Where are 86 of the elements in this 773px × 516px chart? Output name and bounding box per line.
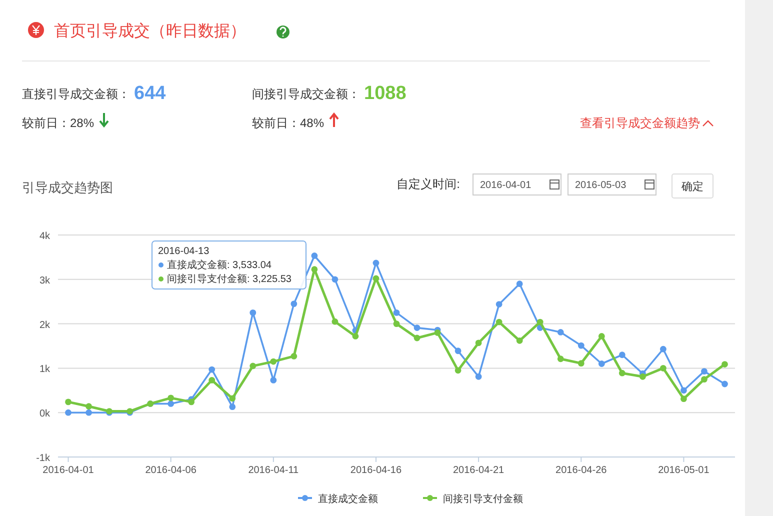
point bbox=[598, 360, 605, 367]
text: 较前日：48% bbox=[252, 116, 324, 130]
text: 查看引导成交金额趋势 bbox=[580, 116, 700, 130]
point bbox=[475, 373, 482, 380]
text: 2016-05-03 bbox=[575, 180, 627, 191]
point bbox=[311, 252, 318, 259]
point bbox=[332, 276, 338, 283]
x-tick-label: 2016-05-01 bbox=[658, 465, 710, 476]
point bbox=[414, 334, 420, 342]
text: 较前日：28% bbox=[22, 116, 94, 130]
point bbox=[660, 346, 666, 352]
point bbox=[516, 337, 523, 344]
point bbox=[86, 403, 92, 410]
point bbox=[722, 361, 728, 368]
point bbox=[680, 396, 687, 402]
x-tick-label: 2016-04-01 bbox=[42, 465, 94, 476]
legend-label: 直接成交金额 bbox=[318, 493, 378, 505]
text: 2016-04-01 bbox=[480, 180, 532, 191]
text: 644 bbox=[134, 83, 166, 104]
chart-subtitle: 引导成交趋势图 bbox=[22, 180, 113, 195]
y-tick-label: -1k bbox=[36, 453, 51, 464]
point bbox=[65, 409, 72, 416]
point bbox=[229, 404, 236, 410]
point bbox=[414, 324, 420, 331]
annotation: 直接成交金额: 3,533.04 bbox=[167, 259, 272, 271]
point bbox=[208, 376, 216, 384]
annotation: 间接引导支付金额: 3,225.53 bbox=[167, 273, 292, 285]
point bbox=[290, 300, 298, 308]
point bbox=[270, 358, 277, 365]
point bbox=[168, 394, 174, 402]
point bbox=[639, 373, 646, 380]
point bbox=[496, 301, 502, 308]
point bbox=[393, 320, 400, 327]
point bbox=[475, 340, 482, 346]
y-tick-label: 4k bbox=[39, 231, 51, 242]
point bbox=[352, 333, 359, 340]
point bbox=[701, 368, 708, 375]
point bbox=[250, 310, 256, 316]
point bbox=[536, 318, 544, 326]
point bbox=[660, 365, 666, 372]
point bbox=[496, 318, 502, 326]
point bbox=[393, 310, 400, 316]
text: 自定义时间: bbox=[396, 177, 460, 191]
point bbox=[618, 352, 626, 358]
y-tick-label: 2k bbox=[39, 320, 51, 331]
point bbox=[188, 398, 195, 406]
point bbox=[311, 266, 318, 273]
point bbox=[65, 398, 72, 406]
point bbox=[516, 280, 523, 288]
point bbox=[618, 370, 626, 376]
text: 直接引导成交金额： bbox=[22, 87, 130, 101]
point bbox=[598, 333, 605, 340]
x-tick-label: 2016-04-26 bbox=[556, 465, 608, 476]
point bbox=[168, 400, 174, 407]
point bbox=[270, 376, 277, 384]
point bbox=[454, 367, 462, 374]
point bbox=[290, 353, 298, 360]
point bbox=[578, 342, 584, 349]
point bbox=[372, 275, 380, 282]
point bbox=[250, 362, 256, 370]
x-tick-label: 2016-04-16 bbox=[350, 465, 402, 476]
point bbox=[229, 395, 236, 402]
point bbox=[208, 366, 216, 373]
x-tick-label: 2016-04-11 bbox=[248, 465, 300, 476]
y-tick-label: 0k bbox=[39, 408, 51, 420]
point bbox=[454, 348, 462, 354]
y-tick-label: 1k bbox=[39, 364, 51, 376]
point bbox=[434, 329, 441, 336]
point bbox=[680, 387, 687, 394]
point bbox=[372, 260, 380, 266]
point bbox=[557, 329, 564, 336]
point bbox=[86, 409, 92, 416]
point bbox=[578, 360, 584, 367]
text: 1088 bbox=[364, 83, 406, 104]
point bbox=[332, 318, 338, 325]
point bbox=[557, 356, 564, 362]
text: 间接引导成交金额： bbox=[252, 87, 360, 101]
y-tick-label: 3k bbox=[39, 275, 51, 286]
annotation: 2016-04-13 bbox=[158, 246, 210, 257]
legend-label: 间接引导支付金额 bbox=[443, 493, 523, 505]
chart-title: 首页引导成交（昨日数据） bbox=[54, 22, 246, 40]
point bbox=[722, 380, 728, 388]
x-tick-label: 2016-04-06 bbox=[145, 465, 197, 476]
text: 确定 bbox=[680, 180, 704, 193]
x-tick-label: 2016-04-21 bbox=[452, 465, 505, 476]
point bbox=[701, 376, 708, 382]
